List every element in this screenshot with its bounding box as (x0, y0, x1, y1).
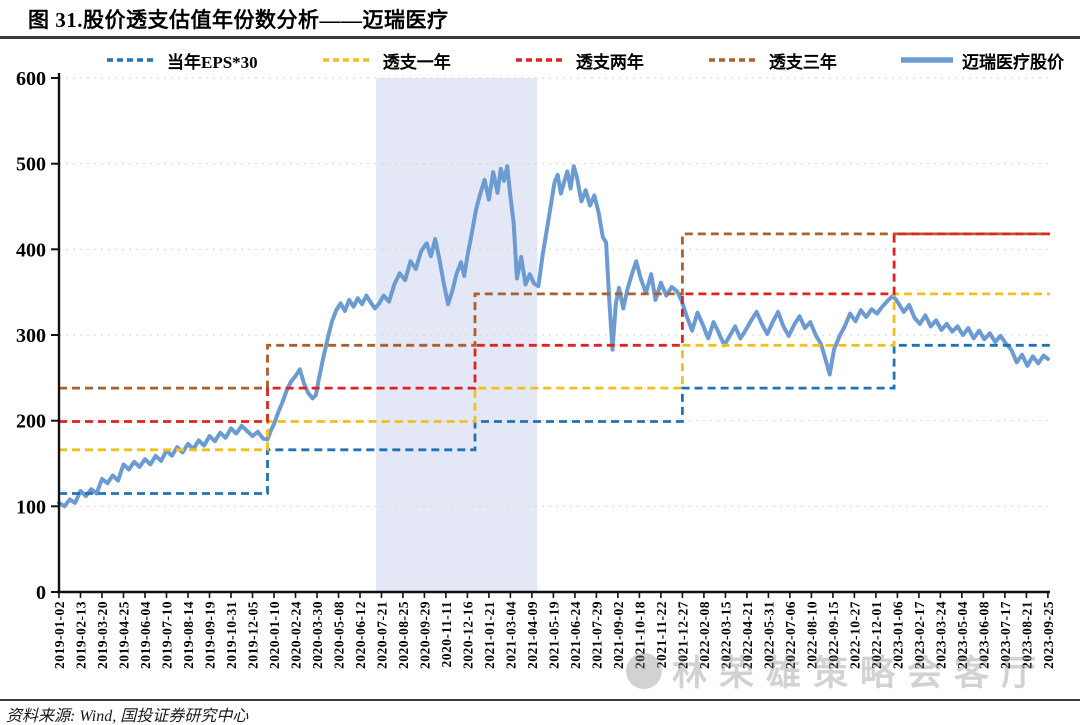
x-tick-label: 2021-05-19 (546, 601, 561, 669)
x-tick-label: 2023-05-04 (955, 601, 970, 669)
y-tick-label: 300 (16, 325, 46, 347)
y-tick-label: 100 (16, 496, 46, 518)
legend-label: 透支一年 (382, 52, 451, 72)
x-tick-label: 2023-01-06 (890, 601, 905, 669)
step-line-eps30 (59, 343, 1050, 495)
x-tick-label: 2019-04-25 (117, 601, 132, 669)
x-tick-label: 2022-09-15 (826, 601, 841, 669)
y-tick-label: 200 (16, 411, 46, 433)
x-tick-label: 2019-07-10 (160, 601, 175, 669)
legend-item-overdraft-2y: 透支两年 (515, 48, 644, 73)
source-note: 资料来源: Wind, 国投证券研究中心 (6, 708, 249, 725)
x-tick-label: 2022-05-31 (761, 601, 776, 669)
y-tick-label: 400 (16, 239, 46, 261)
x-tick-label: 2022-08-10 (804, 601, 819, 669)
x-tick-label: 2023-03-24 (933, 601, 948, 669)
x-tick-label: 2019-02-13 (74, 601, 89, 669)
x-tick-label: 2021-09-02 (611, 601, 626, 669)
legend-item-eps30: 当年EPS*30 (106, 48, 258, 73)
x-tick-label: 2021-06-24 (568, 601, 583, 669)
x-tick-label: 2020-01-10 (267, 601, 282, 669)
x-tick-label: 2023-06-08 (976, 601, 991, 669)
legend-item-overdraft-1y: 透支一年 (322, 48, 451, 73)
x-tick-label: 2022-07-06 (783, 601, 798, 669)
x-tick-label: 2020-08-25 (396, 601, 411, 669)
x-tick-label: 2023-07-17 (998, 601, 1013, 669)
step-line-overdraft-1y (59, 292, 1050, 452)
legend-item-overdraft-3y: 透支三年 (708, 48, 837, 73)
y-tick-label: 600 (16, 68, 46, 90)
x-tick-label: 2023-02-17 (912, 601, 927, 669)
price-overdraft-chart: 0 100 200 300 400 500 600 2019-01-02 2019-02-13 2… (16, 68, 1056, 669)
legend-item-stock-price: 迈瑞医疗股价 (901, 48, 1064, 73)
highlight-band (376, 78, 538, 592)
legend-label: 迈瑞医疗股价 (962, 52, 1064, 72)
x-tick-label: 2021-03-04 (503, 601, 518, 669)
x-tick-label: 2019-12-05 (246, 601, 261, 669)
x-tick-label: 2021-04-09 (525, 601, 540, 669)
y-tick-label: 0 (36, 582, 46, 604)
legend-label: 透支三年 (768, 52, 837, 72)
price-line (57, 164, 1050, 509)
x-tick-label: 2022-02-08 (697, 601, 712, 669)
x-tick-label: 2020-09-29 (417, 601, 432, 669)
x-tick-label: 2020-11-11 (439, 601, 454, 668)
x-tick-label: 2019-03-20 (95, 601, 110, 669)
title-divider (0, 36, 1080, 39)
x-tick-label: 2020-02-24 (289, 601, 304, 669)
x-tick-label: 2022-10-27 (847, 601, 862, 669)
legend-swatch-icon (901, 57, 953, 63)
x-tick-label: 2019-08-14 (181, 601, 196, 669)
x-tick-label: 2022-04-21 (740, 601, 755, 669)
x-tick-label: 2021-01-21 (482, 601, 497, 669)
x-tick-label: 2023-09-25 (1041, 601, 1056, 669)
step-line-overdraft-3y (59, 232, 1050, 390)
legend-swatch-icon (708, 58, 759, 62)
legend-label: 当年EPS*30 (167, 52, 258, 72)
x-tick-label: 2019-01-02 (52, 601, 67, 669)
legend-swatch-icon (322, 58, 373, 62)
x-tick-label: 2020-03-30 (310, 601, 325, 669)
x-tick-label: 2021-07-29 (589, 601, 604, 669)
legend-swatch-icon (107, 58, 157, 62)
x-tick-label: 2019-09-19 (203, 601, 218, 669)
x-tick-label: 2020-06-12 (353, 601, 368, 669)
step-line-overdraft-2y (59, 232, 1050, 423)
x-tick-label: 2021-11-22 (654, 601, 669, 668)
x-tick-label: 2021-12-27 (675, 601, 690, 669)
footer-divider (0, 699, 1080, 701)
legend-label: 透支两年 (575, 52, 644, 72)
x-tick-label: 2019-06-04 (138, 601, 153, 669)
x-tick-label: 2021-10-18 (632, 601, 647, 669)
legend-swatch-icon (515, 58, 566, 62)
x-tick-label: 2023-08-21 (1019, 601, 1034, 669)
x-tick-label: 2020-05-08 (332, 601, 347, 669)
page-title: 图 31.股价透支估值年份数分析——迈瑞医疗 (28, 8, 449, 32)
x-tick-label: 2022-12-01 (869, 601, 884, 669)
y-tick-label: 500 (16, 154, 46, 176)
x-tick-label: 2019-10-31 (224, 601, 239, 669)
x-tick-label: 2022-03-15 (718, 601, 733, 669)
x-tick-label: 2020-07-21 (375, 601, 390, 669)
chart-legend: 当年EPS*30 透支一年 透支两年 透支三年 迈瑞医疗股价 (106, 46, 1064, 74)
x-tick-label: 2020-12-16 (460, 601, 475, 669)
